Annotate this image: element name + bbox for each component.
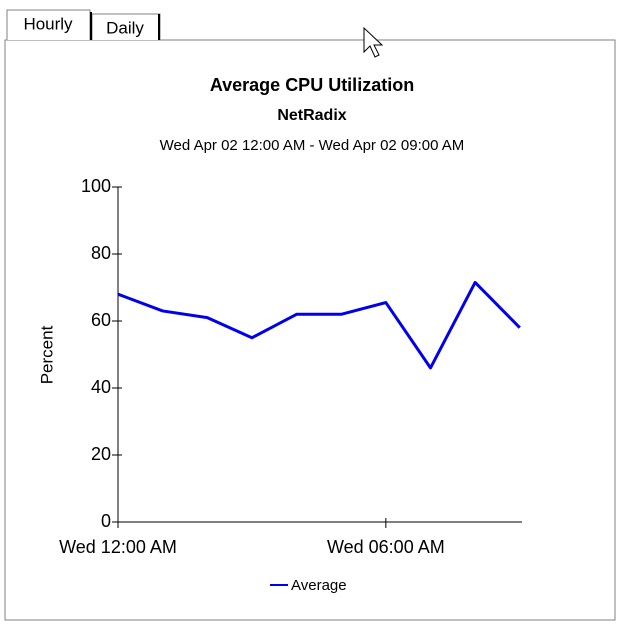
tab-label[interactable]: Hourly <box>23 14 73 33</box>
y-tick-label: 80 <box>91 243 111 263</box>
line-series <box>117 280 521 370</box>
cursor <box>363 26 384 58</box>
x-tick-label: Wed 12:00 AM <box>59 537 177 557</box>
y-axis-label: Percent <box>37 325 56 384</box>
x-tick-label: Wed 06:00 AM <box>327 537 445 557</box>
chart-subtitle: NetRadix <box>277 107 346 124</box>
y-tick-label: 0 <box>101 511 111 531</box>
date-range: Wed Apr 02 12:00 AM - Wed Apr 02 09:00 A… <box>160 137 465 154</box>
legend-label: Average <box>291 577 347 594</box>
panel <box>4 39 616 621</box>
y-tick-label: 20 <box>91 444 111 464</box>
chart-title: Average CPU Utilization <box>210 75 414 95</box>
y-tick-label: 100 <box>81 176 111 196</box>
tab-label[interactable]: Daily <box>106 18 144 37</box>
y-tick-label: 40 <box>91 377 111 397</box>
y-tick-label: 60 <box>91 310 111 330</box>
